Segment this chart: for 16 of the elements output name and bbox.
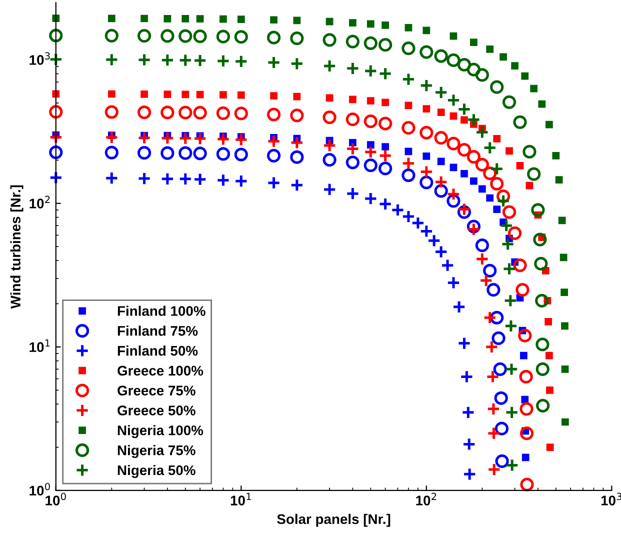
x-tick-label: 10$^{2}$ (416, 492, 436, 506)
x-tick-label: 10$^{1}$ (230, 492, 251, 506)
legend-label: Finland 100% (118, 306, 206, 316)
legend-label: Greece 75% (118, 386, 196, 396)
legend-label: Nigeria 100% (118, 425, 204, 438)
y-axis-title: Wind turbines [Nr.] (10, 185, 24, 309)
legend-label: Finland 75% (118, 326, 198, 336)
legend-label: Nigeria 50% (118, 464, 196, 478)
legend-label: Nigeria 75% (118, 445, 196, 458)
legend-label: Greece 50% (118, 406, 196, 416)
x-axis-title: Solar panels [Nr.] (277, 514, 390, 527)
legend-label: Greece 100% (118, 366, 204, 376)
y-tick-label: 10$^{1}$ (30, 339, 50, 352)
legend-label: Finland 50% (118, 346, 198, 356)
y-tick-label: 10$^{2}$ (30, 196, 50, 208)
y-tick-label: 10$^{3}$ (30, 52, 50, 65)
